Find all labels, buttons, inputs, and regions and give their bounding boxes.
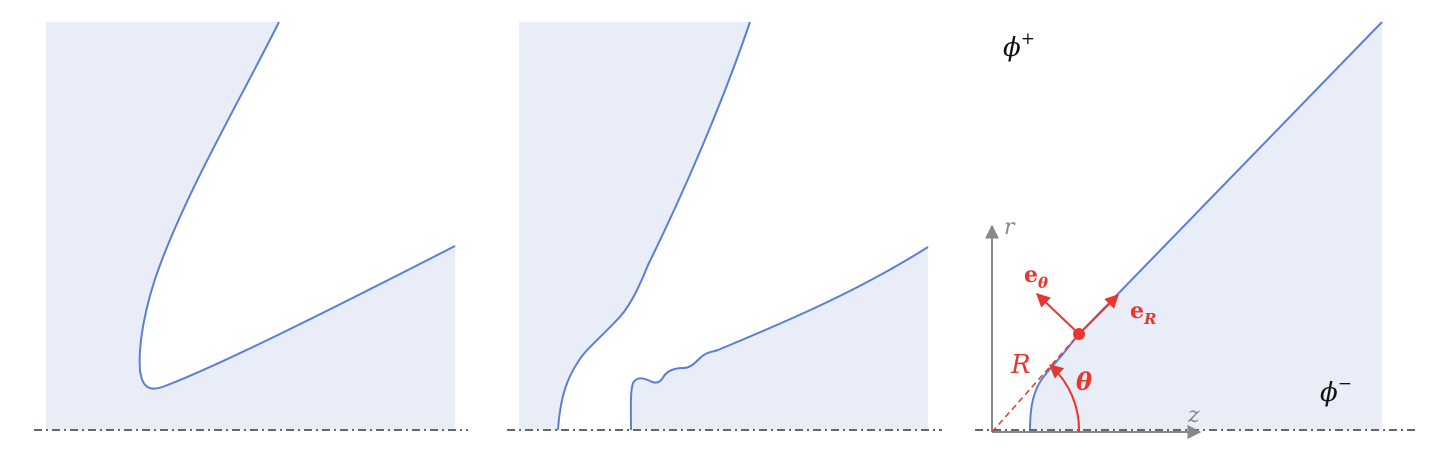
e-r-subscript: R bbox=[1143, 310, 1156, 328]
e-r-vector-arrow bbox=[1078, 294, 1119, 335]
phi-minus-superscript: − bbox=[1338, 374, 1352, 394]
phi-plus-label: ϕ+ bbox=[1003, 29, 1035, 63]
phi-plus-superscript: + bbox=[1021, 29, 1035, 49]
z-axis-label: z bbox=[1187, 403, 1200, 428]
panel-2-interface-curve-left bbox=[557, 21, 751, 431]
panel-1-fill-region bbox=[46, 22, 455, 430]
panel-1-interface-curve bbox=[138, 21, 456, 390]
phi-plus-symbol: ϕ bbox=[1003, 33, 1021, 63]
radius-dashed-line bbox=[991, 333, 1080, 433]
phi-minus-label: ϕ− bbox=[1320, 374, 1352, 408]
panel-2-fill-right-region bbox=[630, 247, 928, 430]
e-theta-subscript: θ bbox=[1038, 274, 1048, 292]
panel-1 bbox=[34, 21, 468, 431]
phi-minus-symbol: ϕ bbox=[1320, 378, 1338, 408]
e-theta-label: eθ bbox=[1024, 262, 1048, 292]
e-r-base: e bbox=[1130, 298, 1144, 324]
panel-3-interface-curve bbox=[1029, 21, 1383, 431]
e-theta-base: e bbox=[1024, 262, 1038, 288]
panel-3-fill-region bbox=[1030, 22, 1382, 430]
panel-3: r z ϕ+ ϕ− R θ eθ eR bbox=[975, 21, 1416, 439]
interface-point-marker bbox=[1073, 328, 1085, 340]
theta-label: θ bbox=[1076, 367, 1092, 396]
e-theta-vector-arrow bbox=[1035, 293, 1080, 335]
panel-2 bbox=[507, 21, 942, 431]
theta-angle-arc bbox=[1048, 364, 1081, 433]
panel-2-fill-left-region bbox=[519, 22, 750, 430]
r-axis-label: r bbox=[1004, 215, 1016, 240]
panel-2-interface-curve-right bbox=[629, 246, 929, 431]
e-r-label: eR bbox=[1130, 298, 1156, 328]
radius-label: R bbox=[1010, 350, 1031, 380]
